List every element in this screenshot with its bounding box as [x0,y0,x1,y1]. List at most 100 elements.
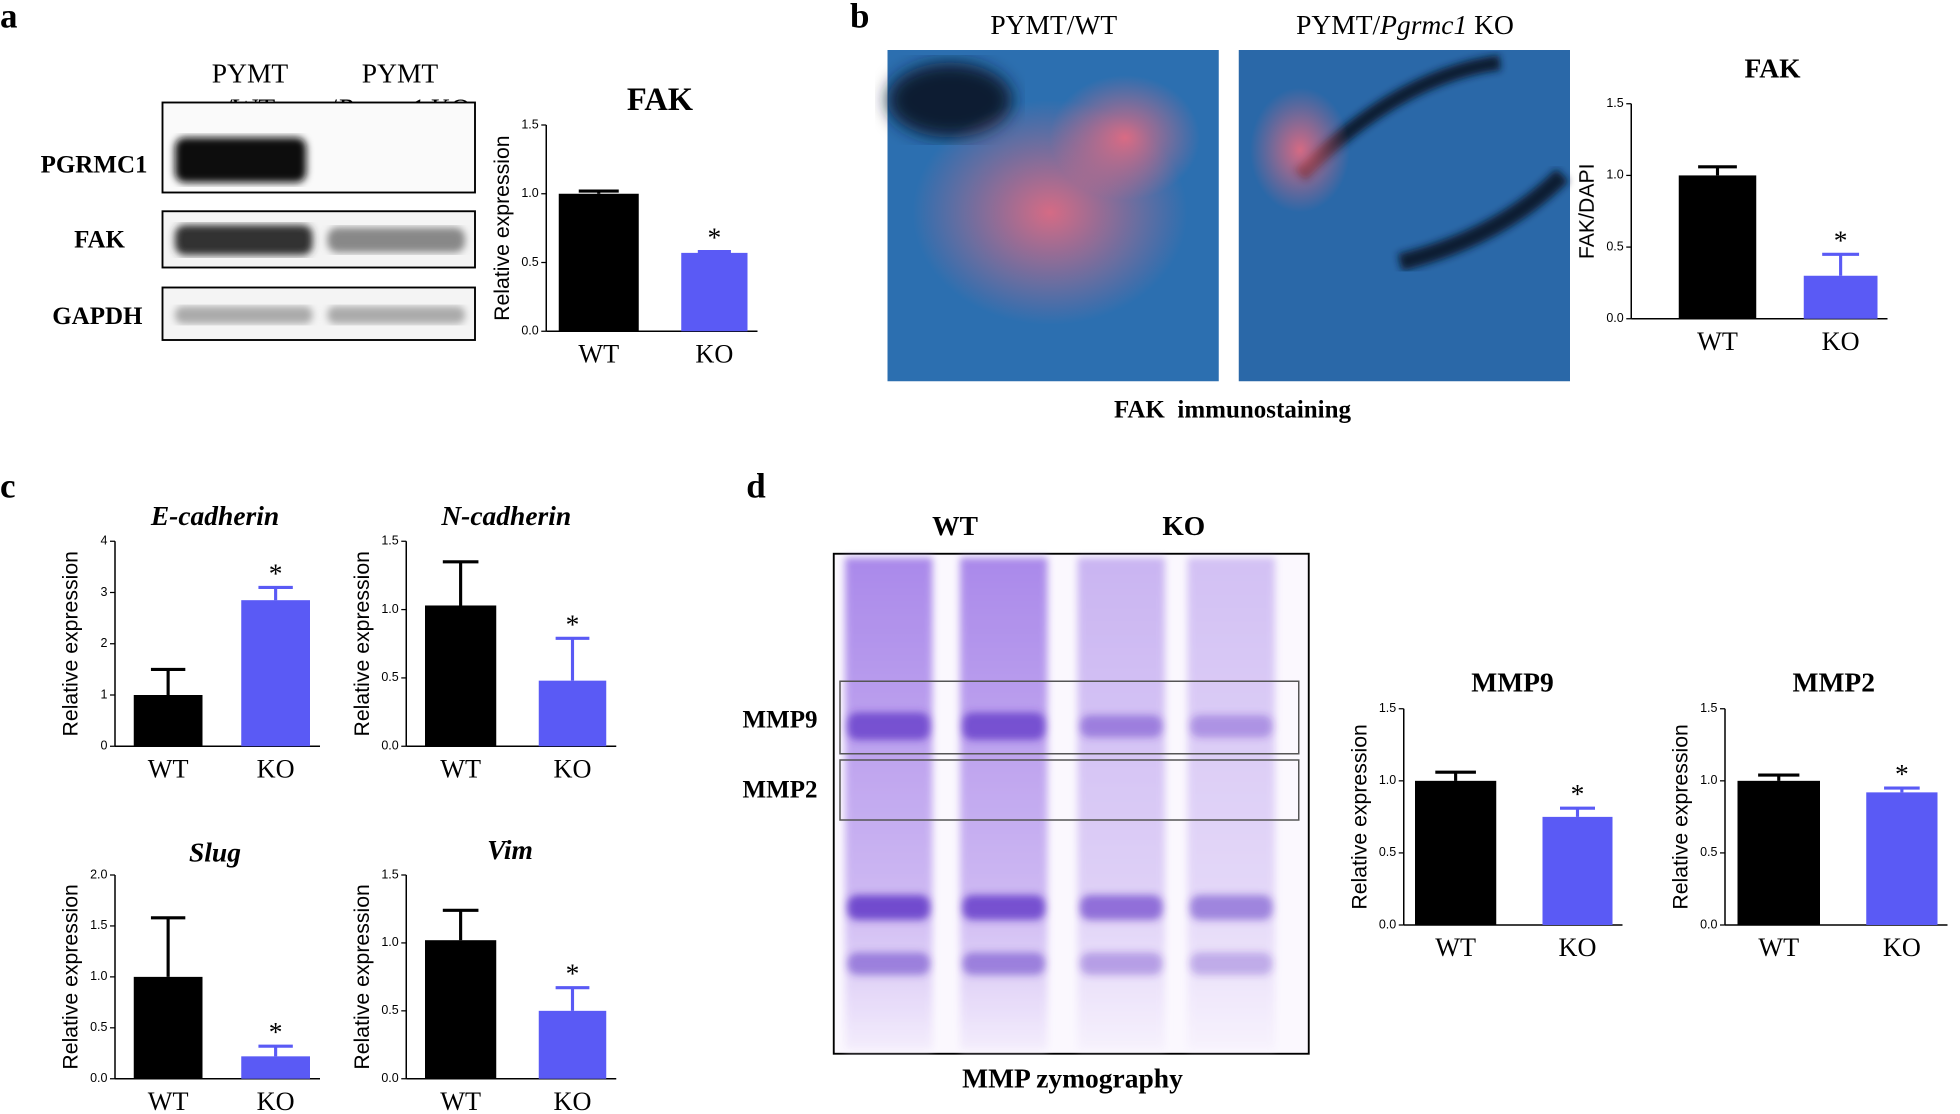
x-tick-label: KO [554,754,592,783]
y-tick-label: 0.0 [381,1071,398,1085]
image-header: PYMT/Pgrmc1 KO [1296,9,1514,40]
significance: * [269,1016,283,1047]
y-tick-label: 1.0 [1379,773,1396,787]
y-axis-label: Relative expression [59,551,83,736]
y-tick-label: 1.5 [1606,96,1623,110]
significance: * [1834,224,1848,255]
y-tick-label: 2 [101,636,108,650]
x-tick-label: WT [578,339,619,368]
x-tick-label: WT [1758,933,1799,962]
panel-letter: a [0,0,18,36]
error-bar [697,249,731,254]
y-tick-label: 1.0 [1700,773,1717,787]
lane-header: PYMT [212,58,289,89]
x-tick-label: KO [695,339,733,368]
y-tick-label: 3 [101,585,108,599]
bar [1737,780,1820,925]
x-tick-label: KO [1822,327,1860,356]
y-axis-label: Relative expression [58,884,82,1069]
row-label: FAK [74,227,125,254]
x-tick-label: KO [1559,933,1597,962]
image-header: PYMT/WT [990,9,1117,40]
bar [558,193,639,332]
y-tick-label: 1.5 [381,534,398,548]
y-tick-label: 1.0 [521,186,538,200]
y-tick-label: 0.5 [1700,845,1717,859]
significance: * [1571,778,1585,809]
band-label: MMP9 [743,707,818,734]
bar [241,600,310,747]
y-tick-label: 1.0 [1606,168,1623,182]
y-tick-label: 1.0 [90,969,107,983]
error-bar [258,585,293,601]
chart-title: Slug [189,836,241,867]
x-tick-label: KO [1883,933,1921,962]
bar [1803,275,1878,319]
y-tick-label: 4 [101,534,108,548]
y-tick-label: 0.5 [381,670,398,684]
error-bar [1559,806,1595,817]
bar [1678,175,1757,319]
panel-letter: d [746,467,766,506]
error-bar [578,189,619,194]
significance: * [566,958,580,989]
y-tick-label: 0.0 [1700,917,1717,931]
y-axis-label: Relative expression [490,135,514,320]
x-tick-label: KO [257,754,295,783]
bar [1415,780,1497,925]
error-bar [1758,773,1800,781]
bar [1542,816,1613,925]
y-axis-label: Relative expression [1669,724,1693,909]
chart-title: MMP2 [1793,666,1875,697]
x-tick-label: WT [440,1087,481,1114]
band-label: MMP2 [743,777,818,804]
chart-title: FAK [1744,53,1801,84]
row-label: GAPDH [52,303,143,330]
bar [425,605,497,747]
bar [1866,792,1938,925]
bar [241,1056,310,1079]
lane-header: PYMT [362,58,439,89]
zymography-gel [832,552,1310,1055]
panel-letter: c [0,467,16,506]
y-tick-label: 1.5 [90,918,107,932]
y-tick-label: 0.5 [521,255,538,269]
y-tick-label: 0.0 [90,1071,107,1085]
chart-title: FAK [627,82,694,118]
y-axis-label: Relative expression [1347,724,1371,909]
error-bar [442,560,479,606]
chart-title: MMP9 [1471,666,1553,697]
y-axis-label: Relative expression [350,884,374,1069]
y-tick-label: 1.5 [381,867,398,881]
y-axis-label: Relative expression [350,551,374,736]
bar [133,976,203,1079]
y-tick-label: 0.5 [1606,239,1623,253]
chart-title: E-cadherin [150,500,279,531]
error-bar [555,636,590,681]
significance: * [708,222,722,253]
error-bar [1698,165,1737,176]
y-tick-label: 1 [101,687,108,701]
error-bar [150,667,186,695]
error-bar [1435,770,1476,781]
panel-letter: b [850,0,869,36]
x-tick-label: WT [1697,327,1738,356]
lane-header: KO [1162,510,1205,541]
bar [681,252,748,332]
bar [538,1010,607,1079]
x-tick-label: WT [440,754,481,783]
y-tick-label: 1.0 [381,602,398,616]
y-tick-label: 0.0 [1606,311,1623,325]
y-tick-label: 0.0 [381,739,398,753]
bar [538,680,607,747]
y-tick-label: 0.5 [1379,845,1396,859]
y-tick-label: 0.0 [521,324,538,338]
significance: * [1895,758,1909,789]
significance: * [566,608,580,639]
y-tick-label: 1.5 [1379,701,1396,715]
x-tick-label: KO [257,1087,295,1114]
caption: MMP zymography [962,1063,1183,1094]
x-tick-label: WT [148,754,189,783]
error-bar [258,1044,293,1057]
chart-title: Vim [487,834,533,865]
